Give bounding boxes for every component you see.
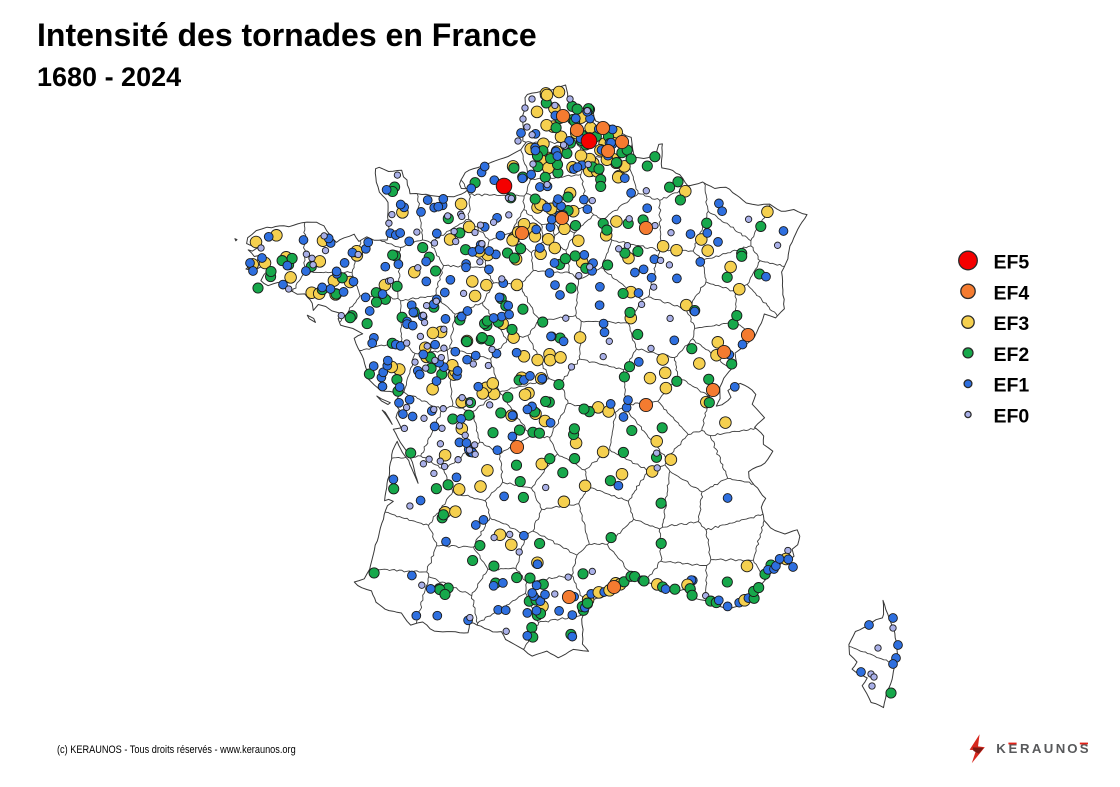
svg-text:EF0: EF0 <box>994 406 1030 428</box>
svg-text:A: A <box>1032 741 1042 756</box>
svg-text:N: N <box>1056 741 1066 756</box>
svg-text:EF5: EF5 <box>994 252 1030 274</box>
svg-text:EF4: EF4 <box>994 282 1030 304</box>
svg-text:U: U <box>1044 741 1054 756</box>
svg-text:O: O <box>1067 741 1077 756</box>
svg-text:R: R <box>1020 741 1030 756</box>
svg-text:S: S <box>1080 741 1089 756</box>
svg-text:K: K <box>996 741 1006 756</box>
svg-text:EF2: EF2 <box>994 344 1030 366</box>
svg-text:EF3: EF3 <box>994 313 1030 335</box>
svg-text:EF1: EF1 <box>994 375 1030 397</box>
svg-text:E: E <box>1009 741 1018 756</box>
